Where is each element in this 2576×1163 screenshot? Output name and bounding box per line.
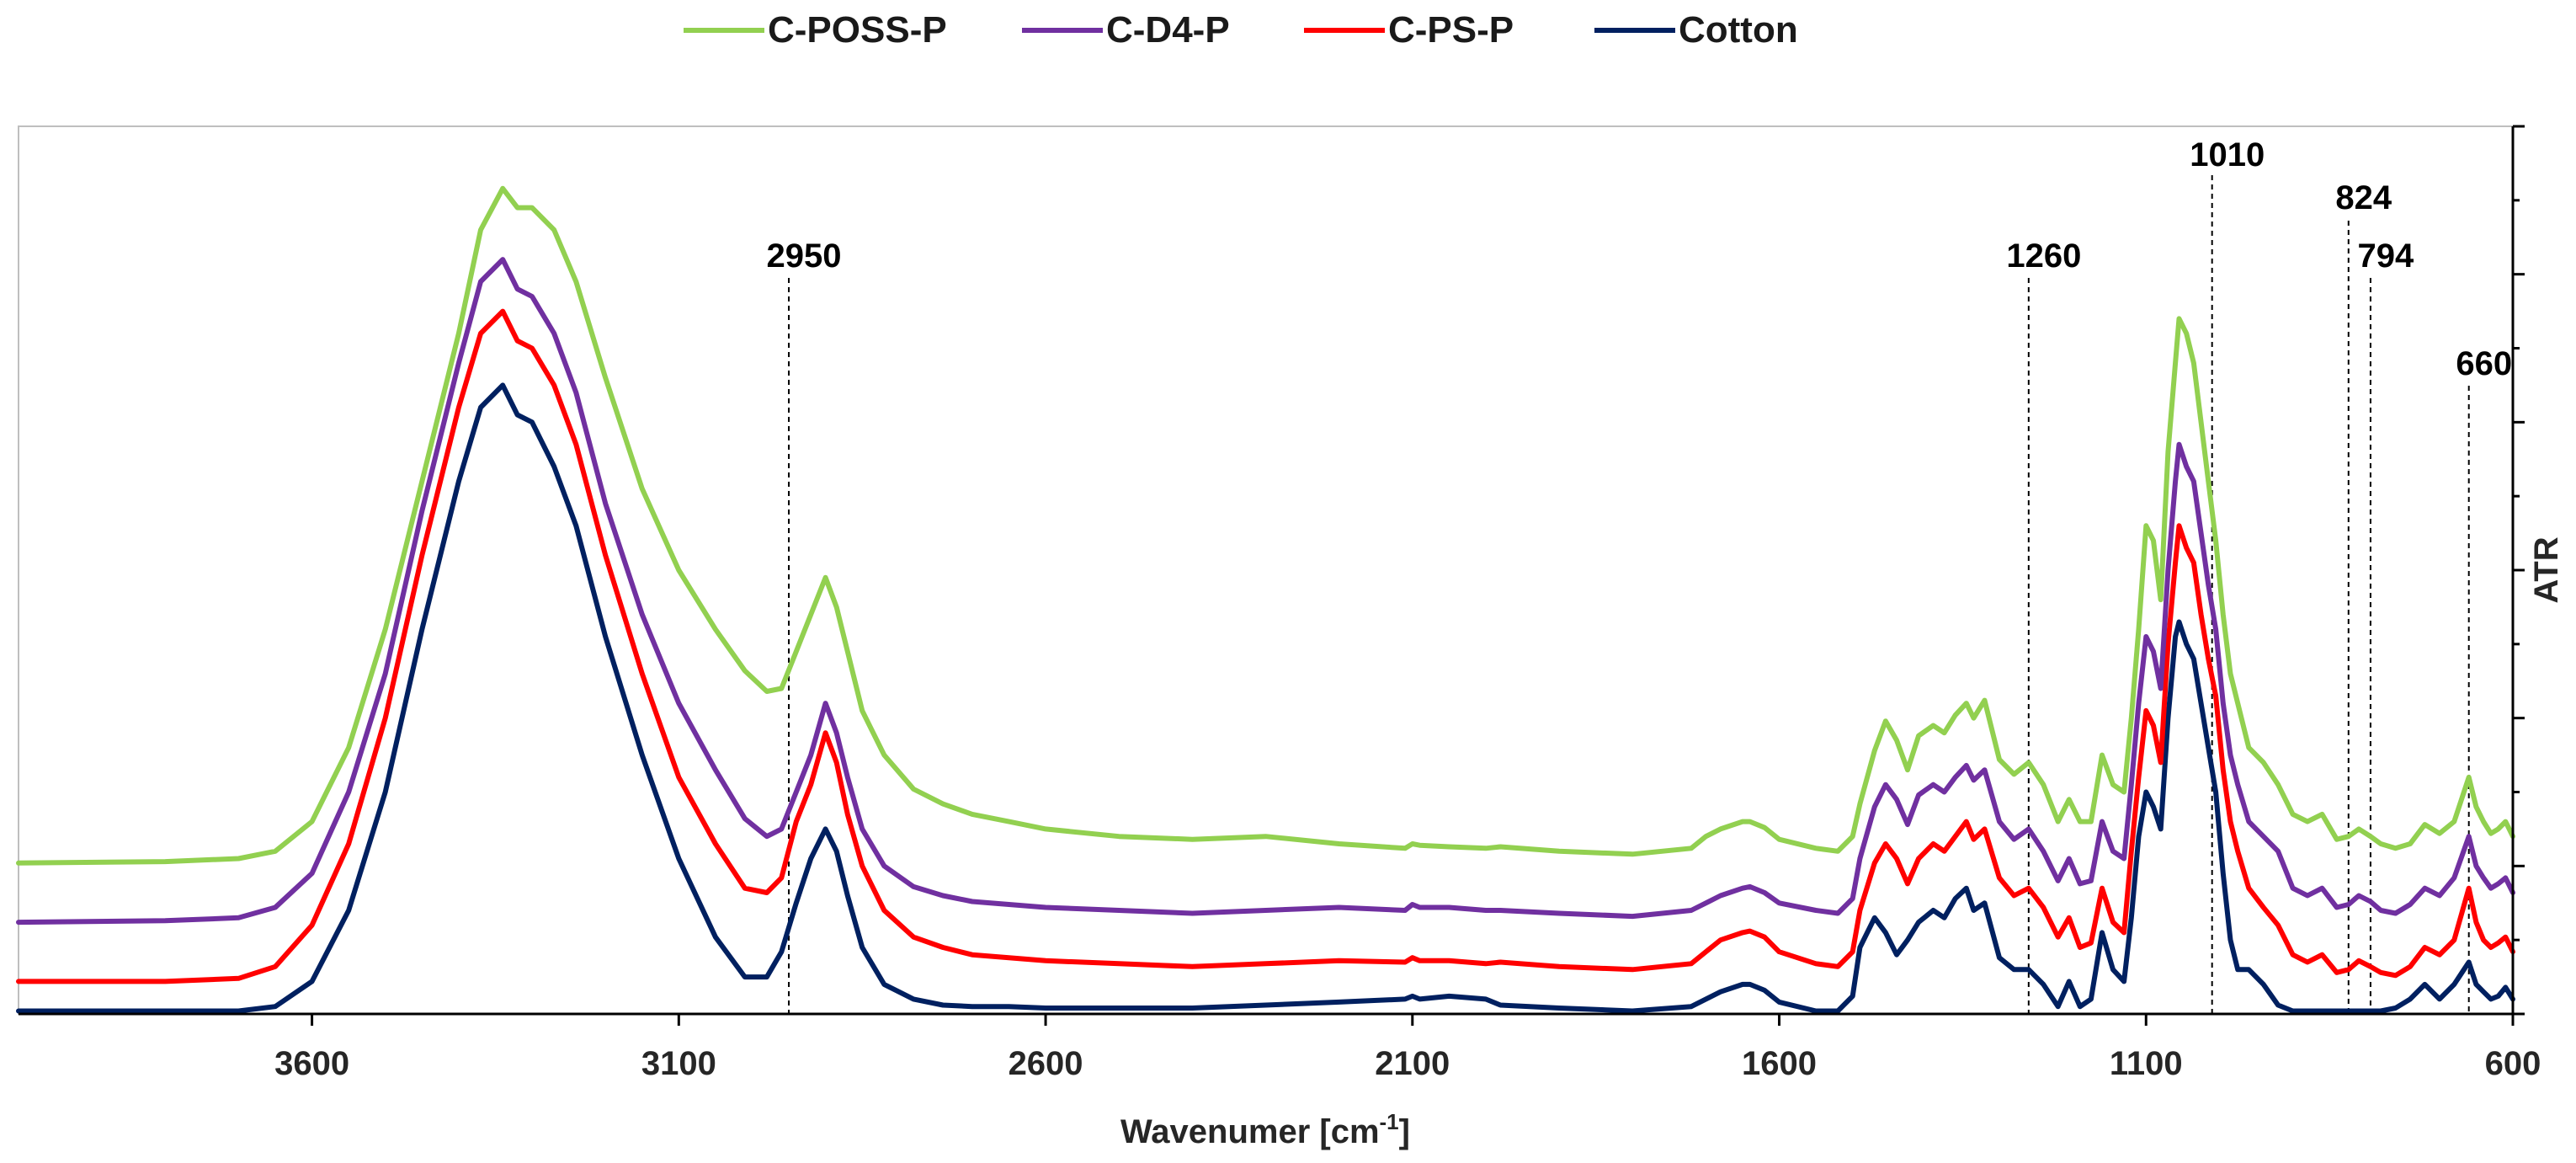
x-tick-label: 2100 xyxy=(1375,1045,1450,1082)
plot-frame xyxy=(18,125,2514,1015)
series-line-0 xyxy=(16,185,2515,866)
x-tick-label: 3100 xyxy=(641,1045,716,1082)
legend-label-1: C-D4-P xyxy=(1106,9,1230,51)
series-line-2 xyxy=(16,308,2515,984)
annotation-label-660: 660 xyxy=(2456,345,2512,382)
annotation-label-2950: 2950 xyxy=(767,237,842,275)
legend: C-POSS-P C-D4-P C-PS-P Cotton xyxy=(684,9,1798,51)
x-tick-label: 3600 xyxy=(274,1045,349,1082)
y-axis-title: ATR xyxy=(2528,536,2565,603)
series-line-3 xyxy=(16,382,2515,1014)
legend-label-0: C-POSS-P xyxy=(768,9,947,51)
annotation-label-794: 794 xyxy=(2358,237,2414,275)
series-group xyxy=(16,185,2515,1014)
legend-label-3: Cotton xyxy=(1679,9,1798,51)
x-tick-label: 2600 xyxy=(1009,1045,1083,1082)
series-line-1 xyxy=(16,257,2515,926)
legend-label-2: C-PS-P xyxy=(1388,9,1514,51)
annotation-label-824: 824 xyxy=(2335,179,2392,216)
x-tick-group: 3600 3100 2600 2100 1600 1100 600 xyxy=(274,1014,2541,1082)
y-tick-group xyxy=(2513,125,2525,1016)
x-axis-title: Wavenumer [cm-1] xyxy=(1120,1109,1410,1150)
annotation-label-1010: 1010 xyxy=(2190,136,2265,173)
x-tick-label: 1600 xyxy=(1742,1045,1817,1082)
x-tick-label: 1100 xyxy=(2110,1045,2183,1082)
x-tick-label: 600 xyxy=(2485,1045,2541,1082)
annotation-label-1260: 1260 xyxy=(2006,237,2081,275)
annotation-group: 2950 1260 1010 824 794 660 xyxy=(767,136,2512,1014)
